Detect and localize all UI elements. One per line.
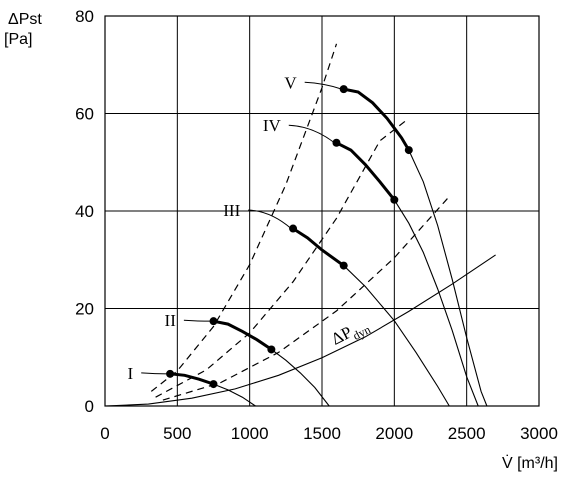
y-axis-label-line2: [Pa] <box>4 31 32 48</box>
system-curve-1 <box>150 43 338 392</box>
operating-range-iv <box>335 141 396 202</box>
x-axis-label: V̇ [m³/h] <box>502 454 558 472</box>
fan-curve-ii <box>213 320 330 407</box>
leader-line-ii <box>183 319 212 322</box>
operating-point-iii-1 <box>289 224 298 233</box>
y-tick-label-40: 40 <box>75 202 94 221</box>
operating-range-i <box>168 372 215 386</box>
operating-point-iv-2 <box>390 195 399 204</box>
operating-point-ii-2 <box>267 345 276 354</box>
system-curve-3 <box>162 196 450 401</box>
y-tick-label-80: 80 <box>75 7 94 26</box>
x-tick-label-2000: 2000 <box>375 424 413 443</box>
dynamic-pressure-curve: ΔPdyn <box>104 254 496 407</box>
y-tick-label-60: 60 <box>75 105 94 124</box>
plot-frame <box>104 15 540 407</box>
operating-point-ii-1 <box>209 317 218 326</box>
fan-curve-label-i: I <box>128 364 134 383</box>
x-tick-label-0: 0 <box>100 424 109 443</box>
leader-line-iv <box>288 124 335 144</box>
operating-range-iii <box>291 227 346 268</box>
y-tick-labels: 0 20 40 60 80 <box>75 7 94 416</box>
dynamic-pressure-label: ΔPdyn <box>328 314 373 352</box>
fan-curve-label-iii: III <box>223 201 240 220</box>
y-axis-label: ΔPst [Pa] <box>4 11 46 48</box>
y-tick-label-0: 0 <box>85 397 94 416</box>
y-tick-label-20: 20 <box>75 300 94 319</box>
operating-point-v-1 <box>339 85 348 94</box>
operating-point-i-2 <box>209 380 218 389</box>
leader-line-iii <box>248 209 292 229</box>
operating-range-v <box>342 87 411 152</box>
fan-curve-iv <box>336 142 479 407</box>
operating-point-iv-1 <box>332 138 341 147</box>
fan-curve-label-v: V <box>284 73 297 92</box>
operating-point-iii-2 <box>339 261 348 270</box>
leader-line-i <box>141 372 169 375</box>
x-tick-label-2500: 2500 <box>448 424 486 443</box>
y-axis-label-line1: ΔPst <box>8 11 42 28</box>
dynamic-pressure-line <box>104 254 496 407</box>
system-curve-2 <box>155 117 410 398</box>
fan-curve-v <box>343 88 488 407</box>
x-tick-label-1500: 1500 <box>303 424 341 443</box>
x-tick-labels: 0 500 1000 1500 2000 2500 3000 <box>100 424 558 443</box>
x-tick-label-1000: 1000 <box>231 424 269 443</box>
x-tick-label-500: 500 <box>163 424 191 443</box>
fan-curve-iii <box>292 228 450 407</box>
operating-point-i-1 <box>166 369 175 378</box>
operating-range-ii <box>212 319 273 351</box>
grid <box>104 15 540 407</box>
fan-curve-i <box>170 373 256 407</box>
system-curves <box>150 43 450 401</box>
leader-line-v <box>304 81 342 90</box>
operating-point-v-2 <box>404 146 413 155</box>
fan-curve-label-iv: IV <box>263 116 282 135</box>
fan-curve-label-ii: II <box>165 311 177 330</box>
x-tick-label-3000: 3000 <box>520 424 558 443</box>
